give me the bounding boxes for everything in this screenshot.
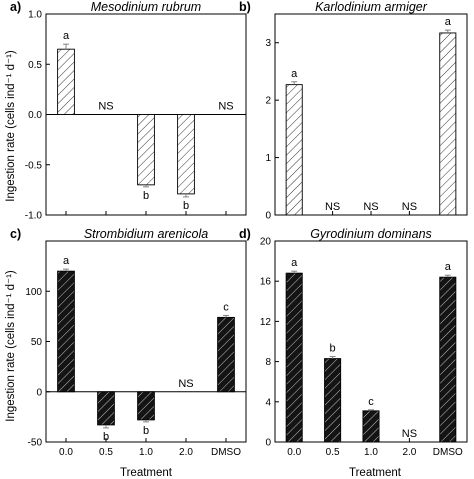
y-tick-label: 12: [260, 317, 272, 328]
y-tick-label: 16: [260, 277, 272, 288]
panel-label: c): [10, 227, 21, 241]
x-axis-label: Treatment: [349, 467, 402, 479]
bar: [137, 114, 155, 186]
significance-label: NS: [178, 378, 193, 390]
significance-label: a: [445, 16, 452, 28]
y-tick-label: 100: [25, 287, 42, 298]
bar: [217, 316, 235, 393]
x-tick-label: 0.0: [287, 447, 301, 458]
x-tick-label: 2.0: [179, 447, 193, 458]
significance-label: c: [223, 301, 229, 313]
panel-0: -1.0 -0.5 0.0 0.5 1.0 a) Mesodinium rubrum a NS b…: [10, 0, 247, 222]
panel-title: Gyrodinium dominans: [310, 227, 432, 241]
x-tick-label: 0.5: [99, 447, 113, 458]
y-tick-label: -50: [28, 438, 43, 449]
panel-label: d): [239, 227, 251, 241]
y-tick-label: 1: [265, 153, 271, 164]
panel-title: Karlodinium armiger: [315, 0, 428, 14]
panel-2: -50 0 50 100 c) Strombidium arenicola 0.0 a 0.5 b…: [10, 227, 247, 458]
y-tick-label: -1.0: [25, 211, 43, 222]
significance-label: NS: [218, 101, 233, 113]
bar: [137, 391, 155, 421]
significance-label: a: [291, 68, 298, 80]
panel-title: Strombidium arenicola: [84, 227, 208, 241]
x-tick-label: 0.0: [59, 447, 73, 458]
y-axis-label: Ingestion rate (cells ind⁻¹ d⁻¹): [5, 50, 17, 202]
significance-label: b: [143, 190, 149, 202]
panel-label: a): [10, 0, 21, 14]
significance-label: b: [330, 343, 336, 355]
significance-label: NS: [98, 101, 113, 113]
y-tick-label: 20: [260, 237, 272, 248]
significance-label: a: [445, 261, 452, 273]
x-axis-label: Treatment: [120, 467, 173, 479]
panel-label: b): [239, 0, 251, 14]
significance-label: b: [103, 431, 109, 443]
significance-label: a: [63, 30, 70, 42]
significance-label: b: [183, 200, 189, 212]
significance-label: c: [368, 396, 374, 408]
panel-3: 0 4 8 12 16 20 d) Gyrodinium dominans 0.0 a 0.5 b 1.…: [239, 227, 468, 458]
significance-label: NS: [402, 201, 417, 213]
y-tick-label: 0: [265, 211, 271, 222]
y-tick-label: 50: [31, 337, 43, 348]
y-tick-label: 8: [265, 357, 271, 368]
y-tick-label: 0.0: [28, 110, 42, 121]
x-tick-label: DMSO: [433, 447, 463, 458]
significance-label: a: [291, 257, 298, 269]
y-tick-label: 0: [265, 438, 271, 449]
bar: [285, 272, 303, 443]
bar: [362, 410, 380, 443]
y-tick-label: 2: [265, 96, 271, 107]
bar: [439, 32, 457, 216]
plot-frame: [274, 13, 468, 216]
significance-label: NS: [402, 428, 417, 440]
y-tick-label: 0.5: [28, 60, 42, 71]
significance-label: NS: [363, 201, 378, 213]
y-tick-label: 1.0: [28, 10, 42, 21]
significance-label: NS: [325, 201, 340, 213]
significance-label: a: [63, 255, 70, 267]
bar: [57, 48, 75, 115]
bar: [57, 270, 75, 393]
y-tick-label: 4: [265, 397, 271, 408]
x-tick-label: 0.5: [326, 447, 340, 458]
x-tick-label: 1.0: [139, 447, 153, 458]
x-tick-label: 2.0: [402, 447, 416, 458]
bar: [97, 391, 115, 426]
x-tick-label: DMSO: [211, 447, 241, 458]
y-tick-label: -0.5: [25, 160, 43, 171]
bar: [324, 358, 342, 443]
panel-1: 0 1 2 3 b) Karlodinium armiger a NS NS NS a: [239, 0, 468, 222]
bar: [177, 114, 195, 195]
bar: [439, 276, 457, 443]
y-tick-label: 0: [36, 387, 42, 398]
significance-label: b: [143, 425, 149, 437]
bar: [285, 84, 303, 216]
y-axis-label: Ingestion rate (cells ind⁻¹ d⁻¹): [5, 270, 17, 422]
x-tick-label: 1.0: [364, 447, 378, 458]
panel-title: Mesodinium rubrum: [91, 0, 201, 14]
y-tick-label: 3: [265, 38, 271, 49]
